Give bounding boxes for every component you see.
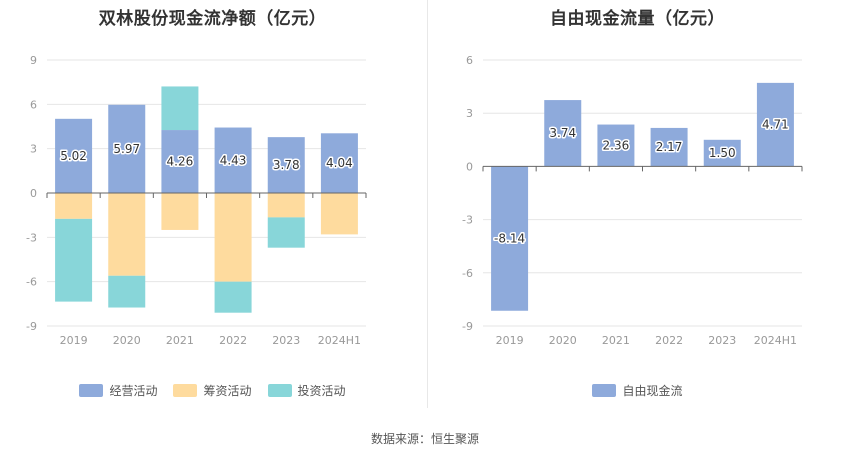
x-tick-label: 2019 [60, 334, 88, 347]
x-tick-label: 2023 [272, 334, 300, 347]
bar [55, 218, 93, 302]
y-tick-label: -6 [462, 267, 473, 280]
x-tick-label: 2022 [655, 334, 683, 347]
y-tick-label: -9 [462, 320, 473, 333]
data-label: 4.43 [220, 153, 247, 167]
right-chart-title: 自由现金流量（亿元） [550, 9, 725, 29]
y-tick-label: 9 [30, 54, 37, 67]
y-tick-label: 0 [466, 160, 473, 173]
bar [544, 100, 582, 167]
data-label: 5.97 [113, 142, 140, 156]
bar [214, 193, 252, 282]
x-tick-label: 2024H1 [754, 334, 797, 347]
x-tick-label: 2019 [496, 334, 524, 347]
left-chart-legend: 经营活动 筹资活动 投资活动 [0, 382, 425, 399]
data-label: 5.02 [60, 149, 87, 163]
x-tick-label: 2020 [113, 334, 141, 347]
y-tick-label: 6 [466, 54, 473, 67]
x-tick-label: 2024H1 [318, 334, 361, 347]
left-chart-title: 双林股份现金流净额（亿元） [98, 9, 327, 29]
legend-swatch [267, 384, 292, 397]
right-chart-legend: 自由现金流 [425, 382, 850, 399]
data-label: 4.26 [167, 155, 194, 169]
legend-label: 投资活动 [297, 384, 346, 398]
x-tick-label: 2020 [549, 334, 577, 347]
legend-label: 自由现金流 [622, 384, 683, 398]
legend-label: 筹资活动 [203, 384, 252, 398]
bar [267, 137, 305, 193]
data-label: 2.36 [603, 138, 630, 152]
panel-divider [427, 0, 428, 408]
cash-flow-chart-panel: 双林股份现金流净额（亿元） -9 -6 -3 0 3 6 9 2019 2020 2021 2022… [0, 0, 425, 410]
free-cash-flow-chart-panel: 自由现金流量（亿元） -9 -6 -3 0 3 6 2019 2020 2021 2022 2023… [425, 0, 850, 410]
legend-item[interactable]: 投资活动 [267, 382, 346, 399]
y-tick-label: -3 [462, 214, 473, 227]
y-tick-label: 3 [30, 143, 37, 156]
y-tick-label: -6 [26, 276, 37, 289]
bar [108, 104, 146, 193]
y-tick-label: -3 [26, 231, 37, 244]
data-label: -8.14 [494, 232, 525, 246]
y-tick-label: -9 [26, 320, 37, 333]
data-label: 2.17 [656, 140, 683, 154]
legend-item[interactable]: 经营活动 [79, 382, 157, 399]
legend-swatch [592, 384, 617, 397]
data-label: 3.78 [273, 158, 300, 172]
bar [491, 166, 529, 311]
y-tick-label: 3 [466, 107, 473, 120]
bar [55, 193, 93, 219]
legend-item[interactable]: 筹资活动 [173, 382, 252, 399]
legend-item[interactable]: 自由现金流 [592, 382, 683, 399]
bar [597, 124, 635, 167]
bar [214, 127, 252, 193]
data-label: 4.71 [762, 118, 789, 132]
bar [108, 193, 146, 276]
bar [161, 86, 199, 131]
y-tick-label: 0 [30, 187, 37, 200]
data-source-note: 数据来源：恒生聚源 [370, 432, 479, 446]
x-tick-label: 2023 [708, 334, 736, 347]
data-label: 3.74 [549, 126, 576, 140]
data-label: 1.50 [709, 146, 736, 160]
x-tick-label: 2021 [166, 334, 194, 347]
legend-swatch [173, 384, 198, 397]
bar [108, 275, 146, 308]
x-tick-label: 2022 [219, 334, 247, 347]
bar [320, 133, 358, 193]
legend-label: 经营活动 [109, 384, 158, 398]
x-tick-label: 2021 [602, 334, 630, 347]
data-label: 4.04 [326, 156, 353, 170]
bar [267, 217, 305, 248]
bar [267, 193, 305, 218]
bar [320, 193, 358, 235]
bar [161, 130, 199, 193]
bar [703, 139, 741, 167]
free-cash-flow-bar-chart: -9 -6 -3 0 3 6 2019 2020 2021 2022 2023 2024H1 -8.14… [462, 54, 803, 347]
bar [214, 281, 252, 313]
bar [650, 127, 688, 167]
y-tick-label: 6 [30, 98, 37, 111]
bar [55, 118, 93, 193]
bar [756, 82, 794, 167]
bar [161, 193, 199, 230]
legend-swatch [79, 384, 104, 397]
cash-flow-stacked-bar-chart: -9 -6 -3 0 3 6 9 2019 2020 2021 2022 2023 2024H1 5.02… [26, 54, 367, 347]
